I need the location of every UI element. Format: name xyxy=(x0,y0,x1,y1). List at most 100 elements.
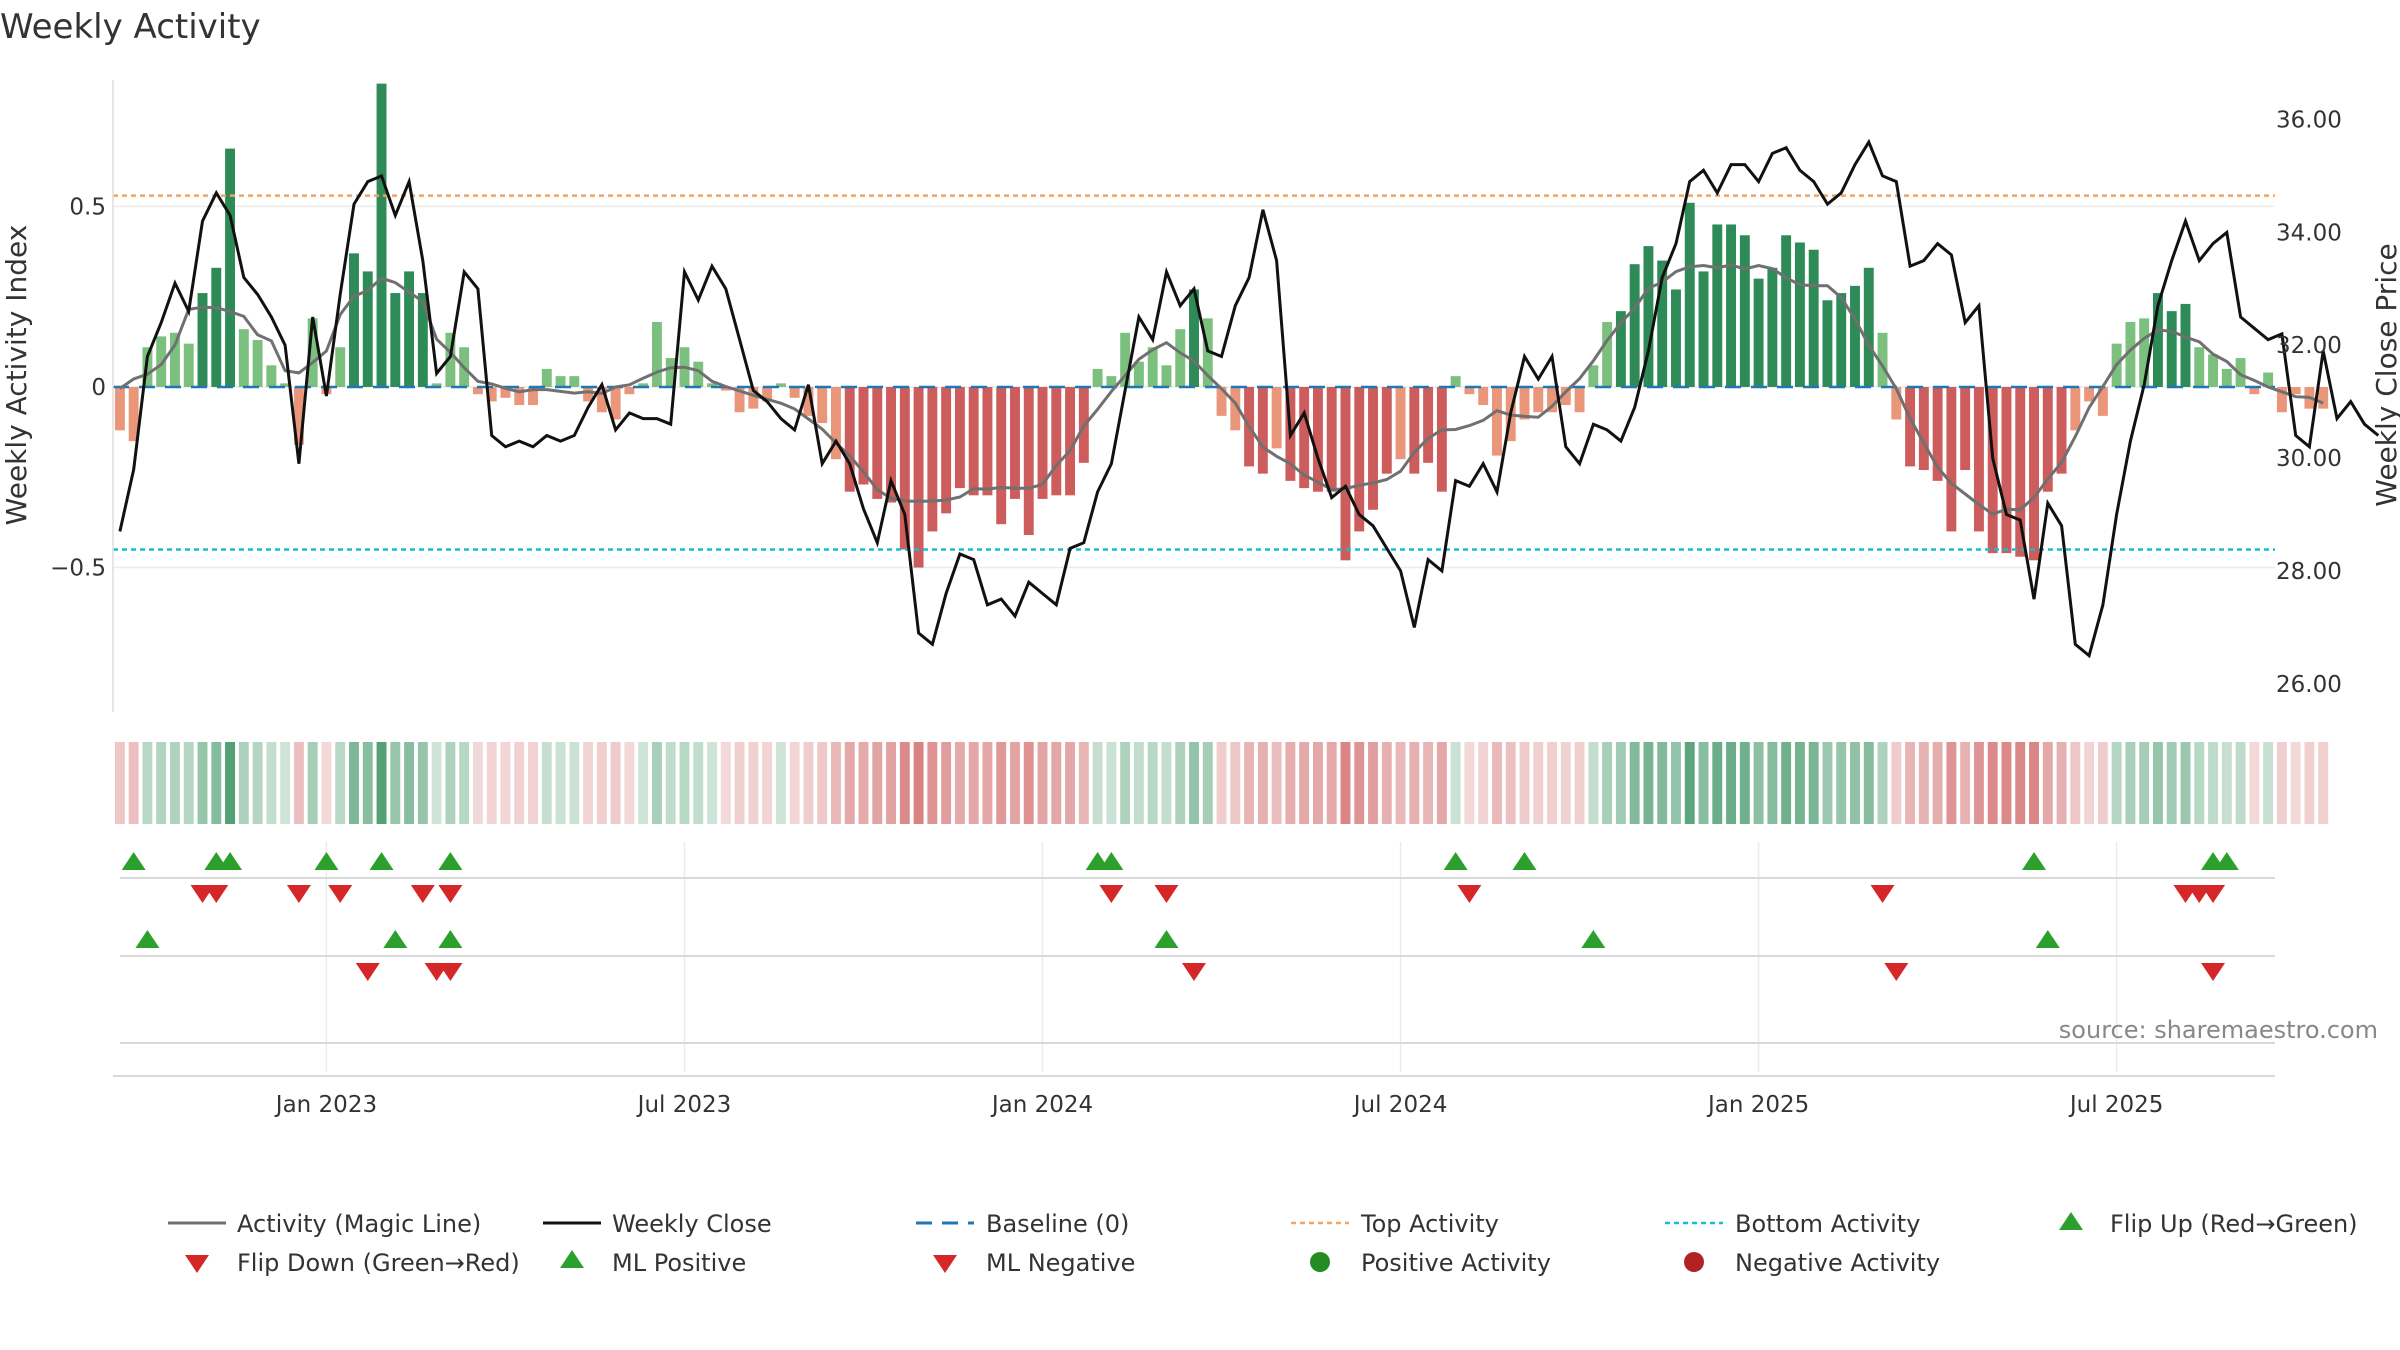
activity-bar xyxy=(665,358,676,387)
heat-cell xyxy=(872,742,883,824)
activity-bar xyxy=(1671,289,1681,387)
left-tick-label: 0.5 xyxy=(69,194,106,220)
ml-up-marker xyxy=(1154,930,1179,948)
heat-cell xyxy=(844,742,855,824)
activity-bar xyxy=(114,386,125,431)
activity-bar xyxy=(362,271,373,387)
activity-bar xyxy=(431,383,442,387)
heat-cell xyxy=(170,742,180,824)
legend-item-negative-activity: Negative Activity xyxy=(1684,1249,1940,1277)
legend-item-flip-down: Flip Down (Green→Red) xyxy=(185,1249,520,1277)
heat-cell xyxy=(734,742,745,824)
heat-cell xyxy=(486,742,497,824)
weekly-close-series xyxy=(118,138,2380,659)
activity-bar xyxy=(1753,278,1764,387)
activity-bar xyxy=(1519,386,1530,420)
heat-cell xyxy=(349,742,359,824)
legend-swatch-positive-activity xyxy=(1310,1252,1330,1272)
x-tick-label: Jan 2025 xyxy=(1706,1092,1809,1118)
legend-item-baseline: Baseline (0) xyxy=(916,1210,1129,1238)
heat-cell xyxy=(2166,742,2177,824)
activity-bar xyxy=(1918,386,1929,471)
activity-bar xyxy=(638,383,649,387)
heat-cell xyxy=(1120,742,1131,824)
flip-up-marker xyxy=(1443,852,1468,870)
heat-cell xyxy=(1381,742,1392,824)
activity-bar xyxy=(1216,386,1227,416)
heat-cell xyxy=(1850,742,1860,824)
right-tick-label: 36.00 xyxy=(2276,108,2342,134)
activity-bar xyxy=(734,386,745,413)
activity-bar xyxy=(1946,386,1957,532)
heat-cell xyxy=(252,742,263,824)
heat-cell xyxy=(555,742,566,824)
activity-heat-strip xyxy=(114,742,2329,824)
activity-bar xyxy=(514,386,525,406)
right-tick-label: 26.00 xyxy=(2276,672,2342,698)
heat-cell xyxy=(2139,742,2150,824)
activity-bar xyxy=(1450,376,1461,387)
activity-bar xyxy=(1037,386,1048,499)
heat-cell xyxy=(1106,742,1117,824)
activity-bar xyxy=(941,386,952,514)
activity-bar xyxy=(417,293,428,387)
heat-cell xyxy=(1808,742,1819,824)
ml-up-marker xyxy=(383,930,408,948)
activity-bar xyxy=(2084,386,2095,402)
heat-cell xyxy=(1519,742,1530,824)
heat-cell xyxy=(1189,742,1199,824)
activity-bar xyxy=(1615,311,1626,387)
activity-bar xyxy=(225,148,236,387)
heat-cell xyxy=(569,742,580,824)
activity-bar xyxy=(817,386,828,424)
heat-cell xyxy=(707,742,717,824)
heat-cell xyxy=(2097,742,2108,824)
heat-cell xyxy=(2001,742,2012,824)
heat-cell xyxy=(651,742,662,824)
activity-bar xyxy=(2001,386,2012,554)
activity-bar xyxy=(1464,386,1475,395)
legend-item-flip-up: Flip Up (Red→Green) xyxy=(2059,1210,2358,1238)
legend-item-weekly-close: Weekly Close xyxy=(543,1210,772,1238)
legend-item-ml-negative: ML Negative xyxy=(933,1249,1135,1277)
activity-bar xyxy=(1106,376,1117,387)
heat-cell xyxy=(1257,742,1268,824)
heat-cell xyxy=(114,742,125,824)
heat-cell xyxy=(665,742,676,824)
heat-cell xyxy=(1395,742,1406,824)
flip-up-marker xyxy=(1099,852,1124,870)
activity-bar xyxy=(1684,202,1695,387)
activity-bar xyxy=(472,386,483,395)
left-axis-ticks: 0.5 0 −0.5 xyxy=(50,194,106,581)
activity-bar xyxy=(720,386,731,391)
heat-cell xyxy=(1822,742,1833,824)
activity-bar xyxy=(789,386,800,398)
x-axis-ticks: Jan 2023 Jul 2023 Jan 2024 Jul 2024 Jan 2025… xyxy=(274,1092,2164,1118)
heat-cell xyxy=(1505,742,1516,824)
activity-bar xyxy=(2139,318,2150,387)
activity-bar xyxy=(1010,386,1020,499)
activity-bar xyxy=(1423,386,1434,463)
heat-cell xyxy=(886,742,897,824)
activity-bar xyxy=(872,386,883,499)
activity-bar xyxy=(610,386,621,420)
activity-bar xyxy=(1629,264,1640,387)
activity-bar xyxy=(1657,260,1668,387)
activity-bar xyxy=(376,83,387,387)
heat-cell xyxy=(211,742,222,824)
activity-bar xyxy=(1478,386,1489,406)
heat-cell xyxy=(1423,742,1434,824)
flip-down-marker xyxy=(2201,885,2226,903)
heat-cell xyxy=(390,742,401,824)
heat-cell xyxy=(2152,742,2163,824)
activity-bar xyxy=(1230,386,1241,431)
activity-bar xyxy=(1726,224,1737,387)
heat-cell xyxy=(748,742,759,824)
heat-cell xyxy=(596,742,607,824)
heat-cell xyxy=(1491,742,1502,824)
heat-cell xyxy=(954,742,965,824)
ml-down-marker xyxy=(2201,963,2226,981)
heat-cell xyxy=(2180,742,2191,824)
reference-lines xyxy=(113,194,2275,551)
activity-bar xyxy=(2097,386,2108,416)
